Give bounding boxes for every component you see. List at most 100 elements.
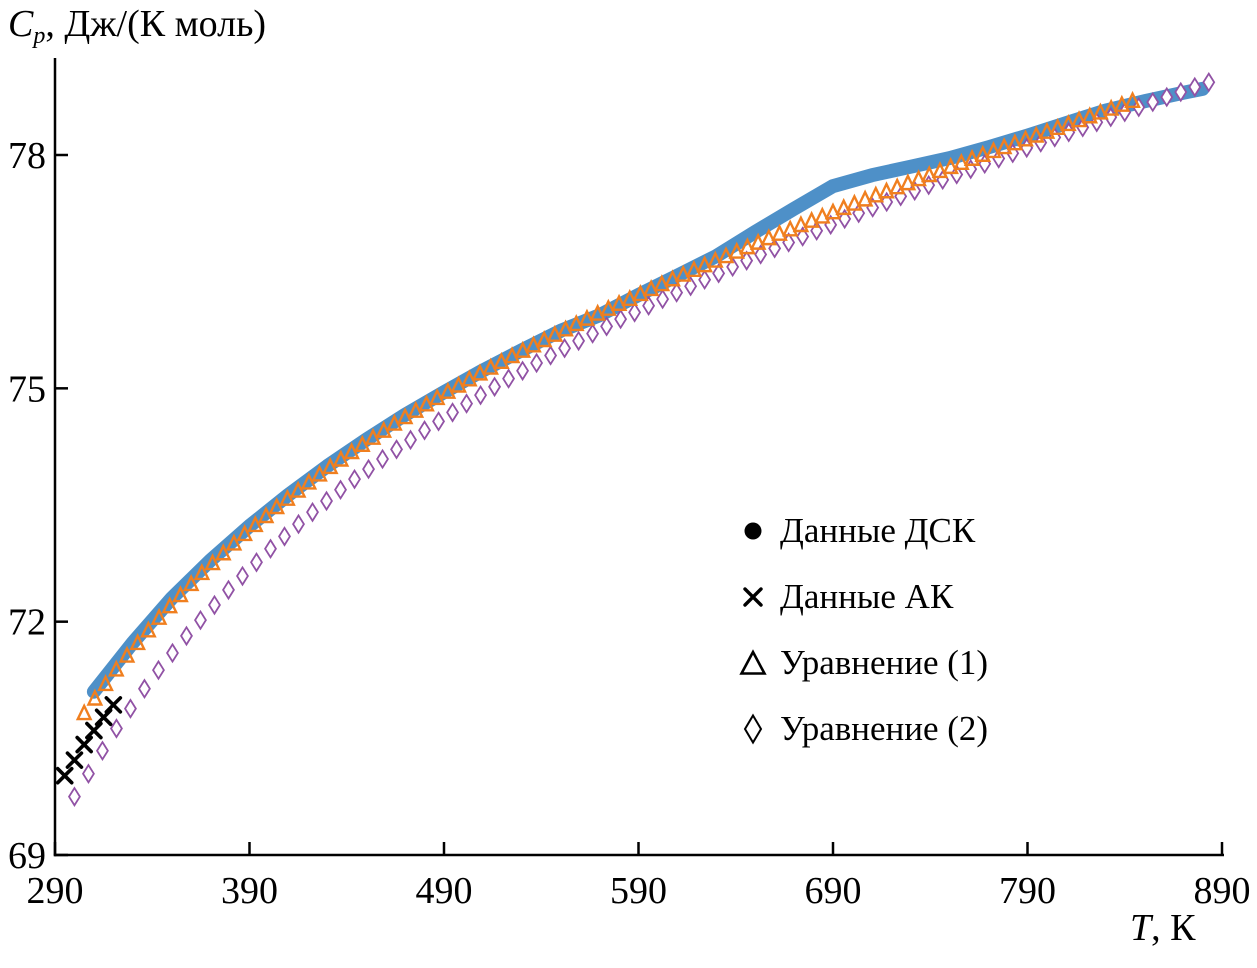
- eq1-triangle-marker: [717, 246, 735, 264]
- x-tick-label: 790: [999, 870, 1056, 912]
- eq1-triangle-marker: [1049, 117, 1066, 136]
- eq1-triangle-marker: [1038, 121, 1056, 139]
- eq2-diamond-marker: [208, 594, 221, 616]
- eq1-triangle-marker: [514, 340, 532, 358]
- eq1-triangle-marker: [985, 140, 1002, 159]
- eq1-triangle-marker: [824, 202, 842, 220]
- eq2-diamond-marker: [558, 337, 572, 359]
- eq2-diamond-marker: [194, 609, 207, 631]
- eq1-triangle-marker: [75, 703, 93, 721]
- eq2-diamond-marker: [81, 763, 95, 784]
- eq2-diamond-marker: [1174, 81, 1188, 103]
- eq1-triangle-marker: [707, 250, 724, 268]
- diamond-marker-icon: [726, 713, 780, 745]
- dsc-data-band: [86, 81, 1210, 699]
- eq2-diamond-marker: [180, 625, 193, 647]
- eq2-diamond-marker: [712, 263, 726, 284]
- eq1-triangle-marker: [493, 351, 510, 370]
- eq2-diamond-marker: [488, 376, 502, 398]
- eq1-triangle-marker: [931, 160, 949, 179]
- eq2-diamond-marker: [516, 360, 530, 382]
- eq2-diamond-marker: [698, 269, 712, 291]
- legend-item-label: Данные ДСК: [780, 511, 976, 550]
- filled-circle-icon: [726, 519, 780, 543]
- x-tick-label: 890: [1194, 870, 1251, 912]
- eq1-triangle-marker: [813, 206, 831, 224]
- eq1-triangle-marker: [749, 232, 767, 250]
- x-tick-label: 290: [27, 870, 84, 912]
- eq2-diamond-marker: [306, 501, 319, 523]
- eq1-triangle-marker: [182, 573, 200, 592]
- eq1-triangle-marker: [953, 152, 970, 171]
- eq1-triangle-marker: [118, 645, 136, 663]
- eq1-triangle-marker: [963, 148, 981, 166]
- eq1-triangle-marker: [632, 283, 649, 302]
- eq2-diamond-marker: [152, 659, 165, 681]
- eq1-triangle-marker: [578, 308, 596, 326]
- eq1-triangle-marker: [974, 144, 992, 162]
- eq2-diamond-marker: [600, 316, 614, 337]
- eq1-triangle-marker: [781, 219, 799, 237]
- eq2-diamond-marker: [628, 302, 642, 323]
- eq2-diamond-marker: [656, 288, 670, 310]
- eq1-triangle-marker: [482, 357, 499, 375]
- eq2-diamond-marker: [418, 420, 432, 441]
- ak-x-marker: [75, 735, 93, 754]
- eq2-diamond-marker: [642, 295, 656, 316]
- eq1-triangle-marker: [760, 228, 778, 246]
- eq2-diamond-marker: [670, 282, 684, 303]
- eq1-triangle-marker: [674, 264, 692, 282]
- eq2-diamond-marker: [460, 393, 474, 414]
- x-axis-unit: , К: [1151, 907, 1196, 949]
- eq2-diamond-marker: [334, 479, 347, 501]
- eq2-diamond-marker: [166, 642, 179, 664]
- eq2-diamond-marker: [530, 352, 544, 374]
- eq1-triangle-marker: [600, 298, 617, 316]
- eq1-triangle-marker: [129, 632, 146, 651]
- ak-x-marker: [65, 751, 84, 769]
- eq2-diamond-marker: [404, 429, 418, 451]
- eq1-triangle-marker: [268, 497, 286, 515]
- eq1-triangle-marker: [1081, 106, 1099, 124]
- y-tick-label: 75: [8, 368, 46, 410]
- eq1-triangle-marker: [867, 185, 885, 203]
- eq2-diamond-marker: [109, 718, 123, 739]
- eq1-triangle-marker: [942, 156, 959, 175]
- eq1-triangle-marker: [471, 363, 489, 381]
- legend-item-dsk: Данные ДСК: [726, 498, 988, 564]
- eq2-diamond-marker: [250, 552, 263, 573]
- eq1-triangle-marker: [696, 255, 713, 273]
- eq1-triangle-marker: [910, 169, 927, 187]
- eq2-diamond-marker: [446, 402, 460, 423]
- eq1-triangle-marker: [846, 193, 863, 211]
- eq2-diamond-marker: [432, 411, 446, 432]
- eq1-triangle-marker: [664, 269, 681, 287]
- eq1-triangle-marker: [878, 181, 895, 199]
- eq1-triangle-marker: [557, 319, 574, 337]
- eq1-triangle-marker: [567, 314, 585, 332]
- eq1-triangle-marker: [503, 346, 521, 364]
- eq1-triangle-marker: [835, 197, 853, 216]
- eq1-triangle-marker: [214, 543, 232, 561]
- eq1-triangle-marker: [610, 293, 628, 311]
- eq1-triangle-marker: [792, 215, 810, 233]
- eq2-diamond-marker: [292, 513, 305, 535]
- eq2-diamond-marker: [474, 384, 488, 406]
- y-tick-label: 78: [8, 135, 46, 177]
- eq1-triangle-marker: [546, 324, 564, 342]
- eq2-diamond-marker: [572, 330, 586, 352]
- ak-x-marker: [104, 696, 123, 714]
- eq1-triangle-marker: [888, 177, 906, 195]
- eq2-diamond-marker: [1188, 76, 1202, 98]
- eq1-triangle-marker: [535, 330, 553, 348]
- eq1-triangle-marker: [193, 562, 211, 581]
- eq1-triangle-marker: [1102, 98, 1120, 116]
- eq2-diamond-marker: [544, 345, 558, 366]
- eq2-diamond-marker: [768, 238, 782, 259]
- eq1-triangle-marker: [107, 659, 125, 677]
- eq2-diamond-marker: [950, 164, 964, 185]
- eq1-triangle-marker: [1027, 125, 1045, 143]
- x-axis-title: T, К: [1130, 906, 1196, 950]
- eq2-diamond-marker: [684, 275, 698, 297]
